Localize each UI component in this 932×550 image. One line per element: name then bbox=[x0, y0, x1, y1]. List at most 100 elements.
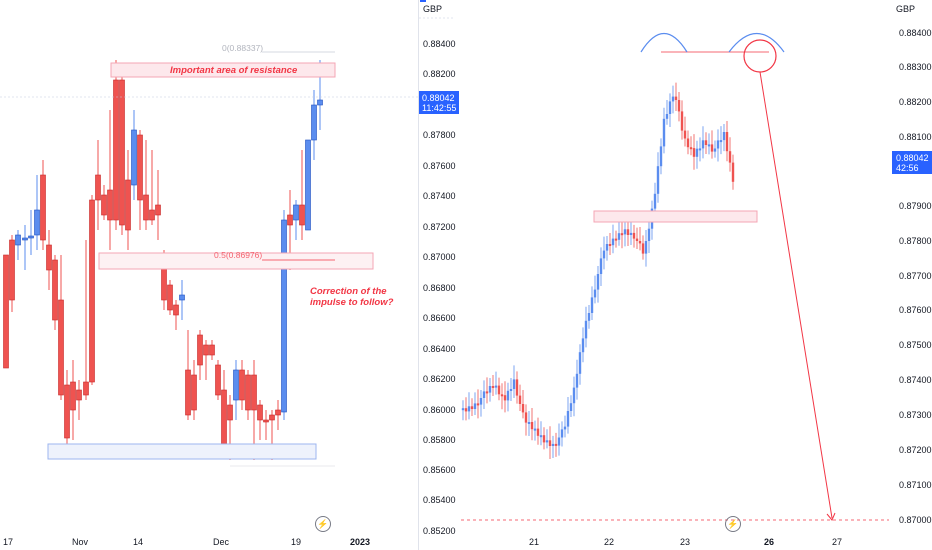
right-candle-body bbox=[464, 408, 468, 412]
right-current-price: 0.88042 bbox=[896, 153, 929, 163]
left-candlestick-chart[interactable]: 17 Nov 14 Dec 19 2023 bbox=[0, 0, 418, 550]
right-candle-body bbox=[473, 403, 477, 409]
right-candle-body bbox=[485, 391, 489, 394]
right-x-tick-label: 26 bbox=[764, 537, 774, 547]
tradingview-logo-icon[interactable]: ⚡ bbox=[315, 516, 331, 532]
left-price-label: 0.85800 bbox=[423, 435, 456, 445]
right-candle-body bbox=[701, 140, 705, 149]
right-candle-body bbox=[533, 428, 537, 431]
right-candlestick-chart[interactable]: GBP0.884000.882000.880000.878000.876000.… bbox=[419, 0, 932, 550]
right-candle-body bbox=[638, 241, 642, 244]
right-candle-body bbox=[545, 440, 549, 443]
left-candle-body bbox=[257, 404, 263, 421]
right-candle-body bbox=[596, 274, 600, 290]
left-candle-body bbox=[137, 134, 143, 201]
target-arrow-line bbox=[759, 71, 833, 519]
right-candle-body bbox=[506, 390, 510, 401]
tradingview-logo-icon-right[interactable]: ⚡ bbox=[725, 516, 741, 532]
right-candle-body bbox=[728, 151, 732, 163]
left-current-price: 0.88042 bbox=[422, 93, 455, 103]
right-candle-body bbox=[476, 403, 480, 406]
right-candle-body bbox=[683, 130, 687, 139]
left-candle-body bbox=[215, 364, 221, 396]
left-candle-body bbox=[83, 381, 89, 396]
right-candle-body bbox=[566, 411, 570, 427]
right-candle-body bbox=[611, 238, 615, 246]
right-candle-body bbox=[674, 96, 678, 100]
right-candle-body bbox=[530, 422, 534, 430]
left-candle-body bbox=[46, 244, 52, 271]
right-candle-body bbox=[590, 297, 594, 313]
left-candle-body bbox=[70, 381, 76, 411]
right-candle-body bbox=[623, 229, 627, 235]
fib-top-label: 0(0.88337) bbox=[222, 43, 264, 53]
right-candle-body bbox=[704, 140, 708, 145]
right-candle-body bbox=[716, 140, 720, 149]
left-candle-body bbox=[281, 219, 287, 413]
right-candle-body bbox=[461, 408, 465, 411]
right-candle-body bbox=[560, 429, 564, 438]
right-candle-body bbox=[689, 147, 693, 150]
left-candle-body bbox=[22, 237, 28, 241]
left-candle-body bbox=[58, 299, 64, 396]
right-price-label: 0.87100 bbox=[899, 480, 932, 490]
right-candle-body bbox=[581, 338, 585, 353]
right-x-tick-label: 21 bbox=[529, 537, 539, 547]
right-price-label: 0.88300 bbox=[899, 62, 932, 72]
left-candle-body bbox=[173, 304, 179, 316]
right-candle-body bbox=[509, 389, 513, 391]
right-candle-body bbox=[644, 241, 648, 254]
left-chart-pane[interactable]: 17 Nov 14 Dec 19 2023 Important area of resis… bbox=[0, 0, 426, 550]
resistance-annotation: Important area of resistance bbox=[170, 65, 298, 76]
right-candle-body bbox=[605, 244, 609, 251]
left-candle-body bbox=[191, 374, 197, 411]
right-candle-body bbox=[641, 243, 645, 254]
right-price-label: 0.87700 bbox=[899, 271, 932, 281]
left-price-label: 0.86000 bbox=[423, 405, 456, 415]
right-candle-body bbox=[497, 385, 501, 395]
left-candle-body bbox=[317, 99, 323, 106]
left-candle-body bbox=[185, 369, 191, 416]
right-chart-pane[interactable]: GBP0.884000.882000.880000.878000.876000.… bbox=[419, 0, 932, 550]
right-candle-body bbox=[491, 386, 495, 388]
right-candle-body bbox=[479, 398, 483, 405]
correction-annotation-line1: Correction of the bbox=[310, 286, 387, 297]
right-candle-body bbox=[635, 238, 639, 241]
right-candle-body bbox=[659, 146, 663, 167]
left-candle-body bbox=[15, 234, 21, 246]
left-price-label: 0.86600 bbox=[423, 313, 456, 323]
left-price-label: 0.87600 bbox=[423, 161, 456, 171]
left-candle-body bbox=[239, 369, 245, 401]
left-price-label: 0.87800 bbox=[423, 130, 456, 140]
right-candle-body bbox=[653, 193, 657, 209]
left-price-label: 0.85400 bbox=[423, 495, 456, 505]
right-price-label: 0.87300 bbox=[899, 410, 932, 420]
highlight-circle bbox=[743, 39, 777, 73]
fib-mid-label: 0.5(0.86976) bbox=[214, 250, 263, 260]
left-candle-body bbox=[155, 204, 161, 216]
left-candle-body bbox=[299, 204, 305, 226]
right-price-label: 0.88400 bbox=[899, 28, 932, 38]
right-price-badge-bg bbox=[892, 151, 932, 174]
support-zone bbox=[47, 443, 317, 460]
left-price-label: 0.85600 bbox=[423, 465, 456, 475]
left-candle-body bbox=[311, 104, 317, 141]
right-candle-body bbox=[719, 140, 723, 143]
left-price-label: 0.85200 bbox=[423, 526, 456, 536]
right-candle-body bbox=[554, 443, 558, 446]
right-candle-body bbox=[503, 395, 507, 401]
right-candle-body bbox=[542, 435, 546, 443]
left-price-label: 0.86200 bbox=[423, 374, 456, 384]
resistance-zone bbox=[110, 62, 336, 78]
right-candle-body bbox=[713, 148, 717, 152]
right-candle-body bbox=[482, 391, 486, 398]
right-support-zone bbox=[593, 210, 758, 223]
right-x-tick-label: 27 bbox=[832, 537, 842, 547]
right-candle-body bbox=[725, 132, 729, 152]
right-candle-body bbox=[620, 233, 624, 236]
right-candle-body bbox=[527, 422, 531, 424]
right-candle-body bbox=[680, 111, 684, 131]
right-candle-body bbox=[551, 443, 555, 446]
left-candle-body bbox=[275, 409, 281, 416]
pane-divider[interactable] bbox=[418, 0, 419, 550]
